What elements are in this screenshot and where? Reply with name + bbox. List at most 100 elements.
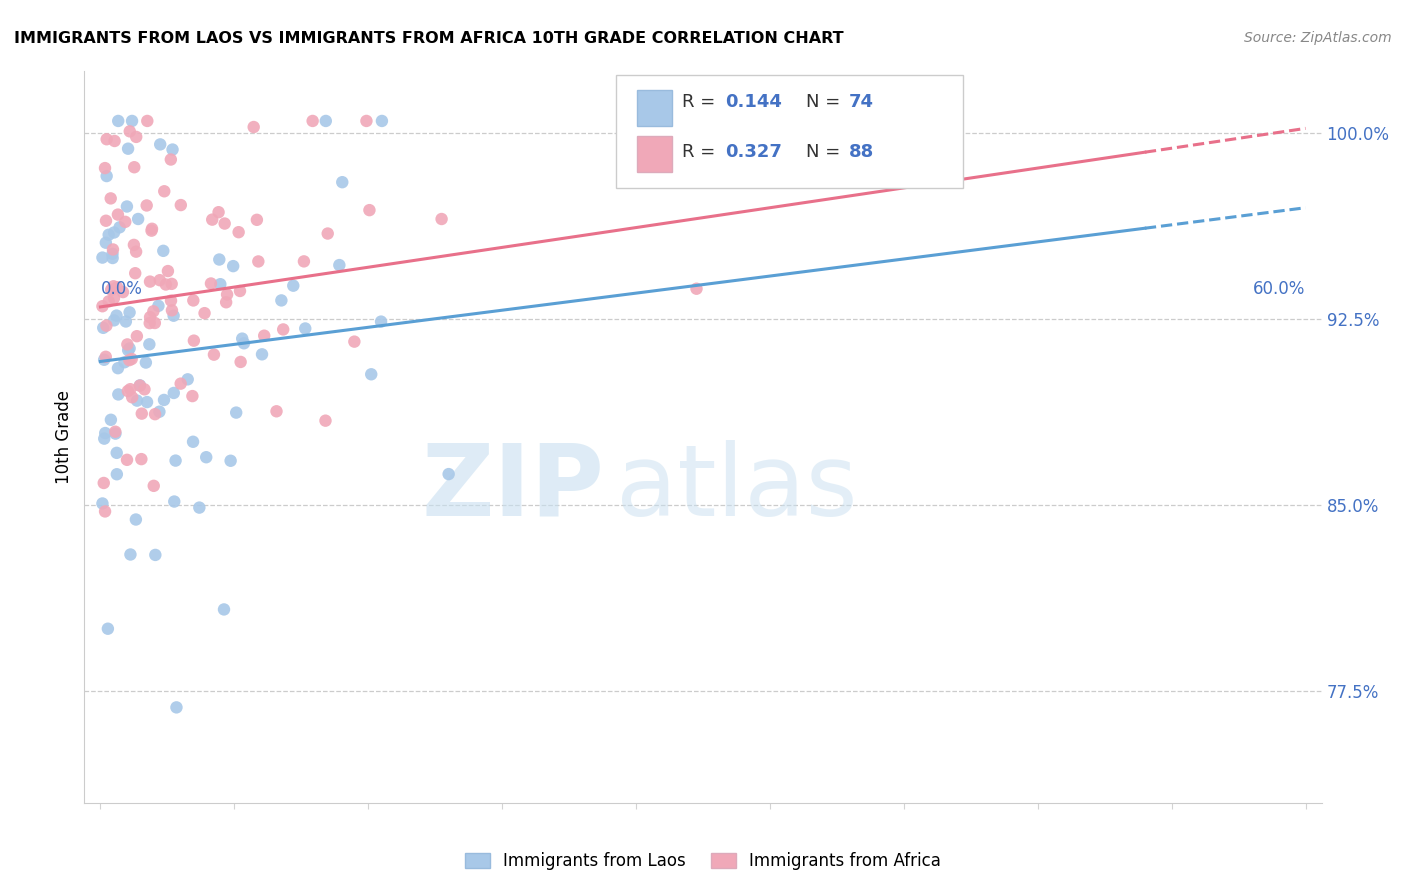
Point	[93, 432, 115, 446]
Point	[181, 293, 204, 308]
Point	[134, 382, 156, 396]
Point	[105, 309, 128, 323]
Point	[114, 355, 136, 369]
Point	[94, 235, 117, 250]
Text: 74: 74	[849, 93, 875, 112]
Point	[100, 191, 122, 205]
Point	[125, 244, 148, 259]
Point	[120, 382, 142, 396]
Point	[152, 244, 174, 258]
Point	[217, 287, 239, 301]
Point	[97, 622, 120, 636]
Point	[212, 602, 235, 616]
Point	[121, 351, 143, 366]
Point	[91, 299, 114, 313]
Point	[97, 227, 120, 242]
Point	[156, 264, 179, 278]
Point	[328, 258, 350, 272]
Point	[177, 372, 200, 386]
Text: Source: ZipAtlas.com: Source: ZipAtlas.com	[1244, 31, 1392, 45]
Point	[231, 332, 253, 346]
Point	[142, 479, 165, 493]
Point	[229, 355, 252, 369]
Point	[160, 277, 183, 291]
Point	[115, 314, 138, 328]
Point	[142, 304, 165, 318]
Point	[437, 467, 460, 481]
Point	[135, 355, 157, 369]
Point	[163, 386, 186, 401]
Point	[214, 217, 236, 231]
Point	[105, 280, 128, 294]
Point	[131, 452, 153, 467]
Point	[107, 387, 129, 401]
Point	[139, 275, 162, 289]
Point	[149, 137, 172, 152]
Point	[149, 273, 172, 287]
Point	[181, 389, 204, 403]
Point	[242, 120, 264, 134]
Point	[207, 205, 229, 219]
Point	[120, 548, 142, 562]
Point	[266, 404, 288, 418]
Point	[316, 227, 339, 241]
Point	[101, 247, 124, 261]
Point	[163, 494, 186, 508]
Point	[162, 309, 184, 323]
Point	[200, 277, 222, 291]
Point	[343, 334, 366, 349]
Text: 0.144: 0.144	[725, 93, 782, 112]
Point	[117, 337, 139, 351]
Point	[430, 212, 453, 227]
Point	[228, 225, 250, 239]
Point	[148, 299, 170, 313]
Point	[371, 114, 394, 128]
Point	[93, 475, 115, 490]
Point	[360, 368, 382, 382]
Point	[105, 467, 128, 482]
Point	[131, 407, 153, 421]
Point	[122, 238, 145, 252]
Point	[283, 278, 305, 293]
Point	[139, 310, 162, 325]
Point	[117, 142, 139, 156]
Point	[143, 548, 166, 562]
Point	[94, 213, 117, 227]
Point	[160, 303, 183, 318]
Point	[166, 700, 188, 714]
Point	[124, 266, 146, 280]
Point	[219, 454, 242, 468]
Text: R =: R =	[682, 143, 721, 161]
Point	[270, 293, 292, 308]
Text: 60.0%: 60.0%	[1253, 280, 1306, 298]
FancyBboxPatch shape	[616, 75, 963, 188]
Point	[253, 328, 276, 343]
Point	[136, 114, 159, 128]
Point	[122, 160, 145, 174]
Point	[103, 279, 125, 293]
Y-axis label: 10th Grade: 10th Grade	[55, 390, 73, 484]
Point	[141, 224, 163, 238]
Legend: Immigrants from Laos, Immigrants from Africa: Immigrants from Laos, Immigrants from Af…	[457, 844, 949, 879]
Point	[301, 114, 323, 128]
Point	[153, 184, 176, 198]
Text: ZIP: ZIP	[422, 440, 605, 537]
Point	[148, 405, 170, 419]
Point	[209, 277, 232, 292]
Point	[104, 426, 127, 441]
Point	[155, 277, 177, 292]
Point	[162, 143, 184, 157]
Point	[96, 169, 118, 183]
Point	[315, 114, 337, 128]
Text: 0.0%: 0.0%	[100, 280, 142, 298]
Point	[271, 322, 294, 336]
Point	[115, 452, 138, 467]
Point	[153, 392, 176, 407]
Point	[359, 203, 381, 218]
Point	[170, 198, 193, 212]
Point	[685, 282, 707, 296]
Point	[111, 285, 134, 299]
Text: 88: 88	[849, 143, 875, 161]
Point	[117, 384, 139, 398]
Point	[103, 134, 125, 148]
